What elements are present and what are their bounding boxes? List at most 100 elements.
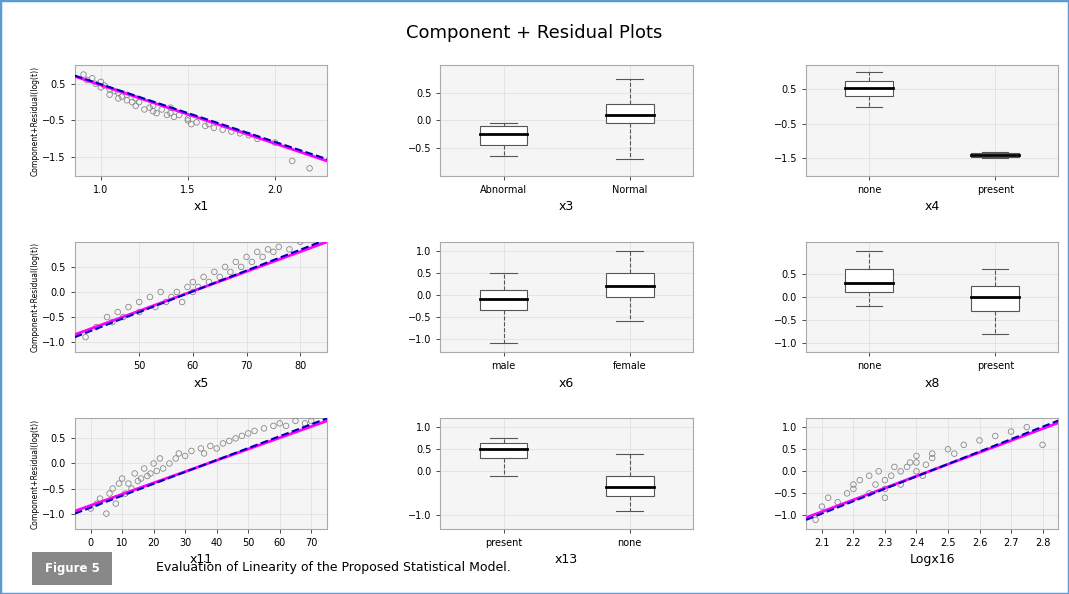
- Text: Figure 5: Figure 5: [45, 563, 99, 575]
- Point: [110, 88, 127, 97]
- Point: [200, 277, 217, 287]
- Point: [217, 262, 234, 271]
- Point: [283, 156, 300, 166]
- Point: [281, 245, 298, 254]
- Point: [148, 108, 165, 118]
- Point: [107, 499, 124, 508]
- Point: [157, 297, 174, 307]
- Point: [149, 466, 166, 476]
- Bar: [972, 153, 1019, 157]
- Point: [301, 163, 319, 173]
- Point: [886, 462, 903, 472]
- Point: [123, 484, 140, 493]
- Point: [222, 267, 239, 277]
- Point: [861, 489, 878, 498]
- Point: [908, 458, 925, 467]
- Bar: [480, 126, 527, 146]
- Point: [820, 493, 837, 503]
- Point: [192, 444, 210, 453]
- Point: [184, 287, 201, 297]
- Point: [82, 504, 99, 513]
- Point: [180, 116, 197, 125]
- Point: [830, 497, 847, 507]
- Point: [88, 323, 105, 332]
- Point: [127, 94, 144, 103]
- Point: [877, 484, 894, 494]
- Point: [110, 94, 127, 103]
- Point: [161, 103, 179, 112]
- Point: [227, 434, 244, 443]
- Point: [898, 462, 915, 472]
- Point: [78, 75, 95, 85]
- Point: [222, 127, 239, 136]
- Point: [89, 499, 106, 508]
- Point: [168, 287, 185, 297]
- Point: [120, 302, 137, 312]
- Point: [893, 480, 910, 489]
- Point: [130, 307, 148, 317]
- Point: [883, 471, 900, 481]
- Bar: [606, 273, 653, 297]
- Point: [924, 449, 941, 459]
- Point: [158, 110, 175, 120]
- Point: [200, 119, 217, 129]
- Point: [152, 454, 169, 463]
- Point: [1019, 422, 1036, 432]
- Point: [152, 287, 169, 297]
- Point: [197, 121, 214, 131]
- Point: [296, 419, 313, 428]
- Point: [92, 83, 109, 92]
- Point: [266, 138, 283, 147]
- Point: [845, 480, 862, 489]
- Point: [117, 489, 134, 498]
- Point: [901, 458, 918, 467]
- Point: [238, 252, 255, 261]
- Point: [838, 489, 855, 498]
- Point: [109, 307, 126, 317]
- Point: [205, 123, 222, 132]
- Point: [145, 459, 162, 468]
- Point: [129, 476, 146, 486]
- X-axis label: x13: x13: [555, 553, 578, 566]
- Point: [83, 74, 100, 83]
- Point: [98, 312, 115, 322]
- Point: [946, 449, 963, 459]
- Point: [106, 86, 123, 96]
- Point: [144, 106, 161, 116]
- Point: [278, 421, 295, 431]
- Point: [239, 429, 257, 438]
- Point: [205, 267, 222, 277]
- Point: [924, 453, 941, 463]
- Point: [303, 416, 320, 426]
- Point: [113, 474, 130, 484]
- Point: [233, 262, 250, 271]
- Point: [126, 469, 143, 478]
- Point: [88, 79, 105, 89]
- Point: [179, 282, 196, 292]
- Point: [917, 460, 934, 469]
- Bar: [606, 104, 653, 124]
- Point: [246, 426, 263, 435]
- Point: [161, 108, 179, 118]
- Point: [136, 105, 153, 114]
- Point: [171, 110, 188, 120]
- Point: [77, 333, 94, 342]
- Point: [130, 297, 148, 307]
- Point: [877, 475, 894, 485]
- Point: [940, 444, 957, 454]
- Point: [215, 438, 232, 448]
- Point: [228, 257, 245, 267]
- Point: [97, 509, 114, 519]
- Point: [867, 480, 884, 489]
- Point: [286, 416, 304, 426]
- Point: [141, 103, 158, 112]
- X-axis label: x8: x8: [925, 377, 940, 390]
- Point: [141, 292, 158, 302]
- Point: [120, 479, 137, 488]
- Point: [102, 90, 119, 100]
- Point: [241, 131, 258, 140]
- Point: [136, 464, 153, 473]
- Point: [249, 247, 266, 257]
- X-axis label: x4: x4: [925, 200, 940, 213]
- Point: [166, 112, 183, 122]
